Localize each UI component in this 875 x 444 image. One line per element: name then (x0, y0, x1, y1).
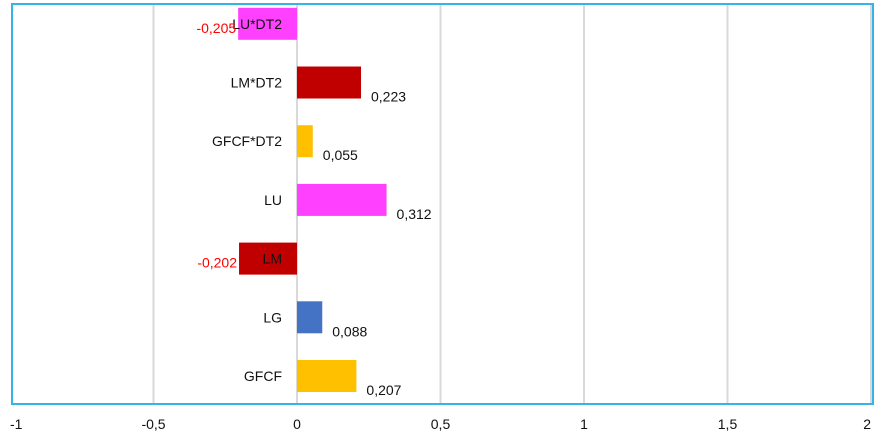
category-label: LU (264, 192, 282, 208)
bars (238, 7, 387, 392)
plot-frame (11, 3, 874, 405)
data-label: -0,202 (197, 255, 237, 271)
data-label: 0,207 (366, 382, 401, 398)
category-label: LU*DT2 (232, 16, 282, 32)
category-labels: GFCF LG LM LU GFCF*DT2 LM*DT2 LU*DT2 (212, 16, 282, 384)
x-tick-label: 2 (863, 416, 871, 432)
category-label: LG (263, 309, 282, 325)
data-label: 0,223 (371, 89, 406, 105)
x-tick-label: -0,5 (141, 416, 165, 432)
x-axis-tick-labels: -1 -0,5 0 0,5 1 1,5 2 (10, 416, 871, 432)
data-label: -0,205 (196, 20, 236, 36)
x-tick-label: -1 (10, 416, 23, 432)
bar (239, 242, 297, 275)
category-label: GFCF*DT2 (212, 133, 282, 149)
data-label: 0,088 (332, 323, 367, 339)
bar (297, 125, 313, 158)
category-label: LM*DT2 (231, 75, 283, 91)
bar (297, 183, 387, 216)
bar (238, 7, 297, 40)
x-tick-label: 1,5 (718, 416, 738, 432)
x-tick-label: 0 (293, 416, 301, 432)
bar (297, 66, 362, 99)
data-label: 0,055 (323, 147, 358, 163)
bar (297, 360, 357, 392)
x-tick-label: 1 (580, 416, 588, 432)
grid-lines (152, 4, 872, 404)
bar (297, 301, 323, 334)
category-label: GFCF (244, 368, 282, 384)
x-tick-label: 0,5 (431, 416, 451, 432)
data-labels: 0,207 0,088 -0,202 0,312 0,055 0,223 -0,205 (196, 20, 431, 398)
category-label: LM (263, 251, 282, 267)
data-label: 0,312 (397, 206, 432, 222)
